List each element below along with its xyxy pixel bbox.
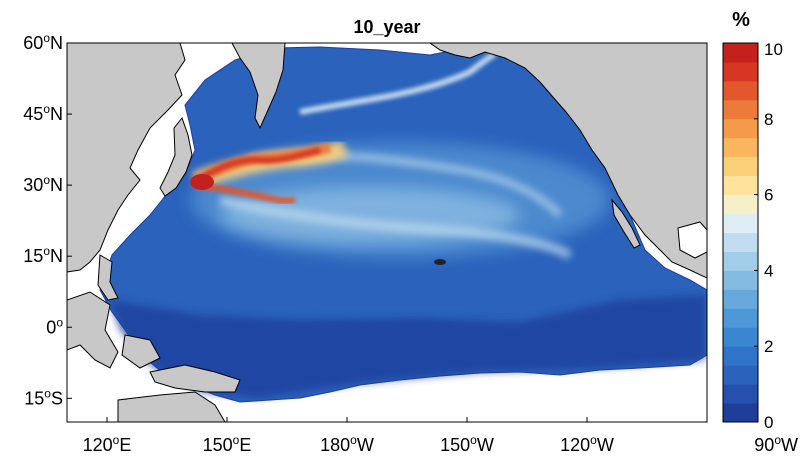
lon-tick-3-label: 150oW [440,433,494,455]
accumulation-streak-1 [218,195,573,260]
colorbar-segment-16 [723,99,758,120]
kuroshio-red-lower [196,183,296,204]
colorbar-segment-13 [723,156,758,177]
colorbar-segment-10 [723,213,758,233]
colorbar-segment-19 [723,43,758,63]
colorbar [722,42,759,423]
colorbar-segment-0 [723,403,758,423]
lon-tick-5-label: 90oW [754,433,798,455]
map-panel [67,43,707,422]
colorbar-segment-18 [723,61,758,82]
land-kamchatka [231,43,286,130]
colorbar-tick-label-1: 2 [764,337,773,356]
colorbar-ticks: 0 2 4 6 8 10 [754,40,783,432]
hawaii [434,259,446,265]
colorbar-tick-label-5: 10 [764,40,783,59]
land-north-america [429,43,707,279]
colorbar-segment-5 [723,308,758,328]
lat-tick-4-label: 0o [46,315,63,337]
land-asia [67,43,186,273]
lat-tick-2-label: 30oN [23,173,63,195]
lon-tick-0-label: 120oE [83,433,132,455]
colorbar-tick-label-4: 8 [764,110,773,129]
land-japan [159,116,193,197]
colorbar-segment-3 [723,346,758,366]
colorbar-segment-2 [723,365,758,385]
map-title: 10_year [353,17,420,37]
lon-tick-2-label: 180oW [320,433,374,455]
kuroshio-core [190,174,214,190]
colorbar-segment-7 [723,270,758,290]
colorbar-unit: % [732,9,750,31]
land-new-guinea [149,364,241,393]
colorbar-tick-label-2: 4 [764,261,773,280]
colorbar-segment-9 [723,232,758,252]
lon-tick-4-label: 120oW [560,433,614,455]
latitude-axis: 60oN 45oN 30oN 15oN 0o 15oS [23,31,72,408]
colorbar-segment-1 [723,384,758,404]
colorbar-segment-8 [723,251,758,271]
map-frame [66,42,708,423]
land-australia [117,391,226,422]
colorbar-segment-17 [723,80,758,101]
gulf-of-mexico [677,221,707,259]
northern-streak [299,51,497,115]
land-borneo-philippines [97,254,161,369]
colorbar-segment-4 [723,327,758,347]
lon-tick-1-label: 150oE [203,433,252,455]
land-baja-california [611,198,641,249]
colorbar-tick-label-3: 6 [764,186,773,205]
colorbar-frame [722,42,759,423]
colorbar-segment-12 [723,175,758,196]
colorbar-tick-label-0: 0 [764,413,773,432]
colorbar-segment-11 [723,194,758,215]
longitude-axis: 120oE 150oE 180oW 150oW 120oW 90oW [83,417,798,455]
colorbar-segment-6 [723,289,758,309]
low-concentration-band [110,295,705,398]
colorbar-segment-15 [723,118,758,139]
lat-tick-1-label: 45oN [23,102,63,124]
colorbar-segment-14 [723,137,758,158]
lat-tick-3-label: 15oN [23,244,63,266]
land-southeast-asia [67,291,119,369]
kuroshio-red-upper [193,147,321,185]
lat-tick-5-label: 15oS [24,386,63,408]
lat-tick-0-label: 60oN [23,31,63,53]
